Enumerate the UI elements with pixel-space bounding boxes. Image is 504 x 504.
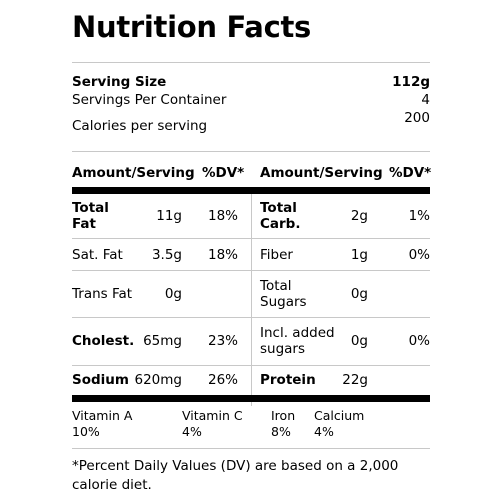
divider — [72, 62, 430, 63]
nutrient-amount-left: 0g — [164, 286, 182, 302]
nutrient-name-right: Incl. added sugars — [260, 325, 335, 357]
mineral-name: Calcium — [314, 408, 365, 423]
nutrient-dv-left: 18% — [207, 247, 238, 263]
header-amount-right: Amount/Serving — [260, 165, 383, 181]
nutrient-dv-right: 0% — [408, 247, 430, 263]
vitamin-name: Vitamin A — [72, 408, 133, 423]
mineral-value: 8% — [271, 424, 291, 439]
servings-per-container-label: Servings Per Container — [72, 92, 227, 108]
nutrient-name-right: Protein — [260, 372, 316, 388]
nutrient-name-left: Cholest. — [72, 333, 135, 349]
nutrient-amount-right: 0g — [350, 286, 368, 302]
nutrient-amount-left: 11g — [156, 208, 182, 224]
divider — [72, 270, 430, 271]
nutrient-amount-left: 620mg — [134, 372, 183, 388]
header-dv-right: %DV* — [389, 165, 432, 181]
vitamin-value: 4% — [182, 424, 202, 439]
nutrient-name-right: Total Carb. — [260, 200, 301, 232]
mineral-name: Iron — [271, 408, 296, 423]
column-divider — [251, 194, 252, 406]
nutrient-dv-left: 18% — [207, 208, 238, 224]
nutrient-amount-right: 1g — [350, 247, 368, 263]
servings-per-container-value: 4 — [421, 92, 430, 108]
serving-size-label: Serving Size — [72, 74, 167, 90]
vitamin-name: Vitamin C — [182, 408, 243, 423]
nutrient-amount-right: 2g — [350, 208, 368, 224]
calories-value: 200 — [404, 110, 430, 126]
nutrient-amount-right: 22g — [342, 372, 368, 388]
thick-divider — [72, 187, 430, 194]
header-amount-left: Amount/Serving — [72, 165, 195, 181]
nutrient-dv-left: 23% — [207, 333, 238, 349]
nutrient-dv-right: 0% — [408, 333, 430, 349]
divider — [72, 365, 430, 366]
daily-value-footnote: *Percent Daily Values (DV) are based on … — [72, 458, 399, 493]
nutrient-name-right: Total Sugars — [260, 278, 307, 310]
divider — [72, 317, 430, 318]
label-title: Nutrition Facts — [72, 10, 311, 44]
nutrient-amount-right: 0g — [350, 333, 368, 349]
divider — [72, 151, 430, 152]
nutrient-name-right: Fiber — [260, 247, 293, 263]
nutrient-dv-left: 26% — [207, 372, 238, 388]
calories-label: Calories per serving — [72, 118, 208, 134]
header-dv-left: %DV* — [202, 165, 245, 181]
vitamin-value: 10% — [72, 424, 100, 439]
nutrient-name-left: Trans Fat — [72, 286, 133, 302]
divider — [72, 448, 430, 449]
nutrient-dv-right: 1% — [408, 208, 430, 224]
divider — [72, 238, 430, 239]
mineral-value: 4% — [314, 424, 334, 439]
nutrient-name-left: Sat. Fat — [72, 247, 123, 263]
nutrient-amount-left: 65mg — [143, 333, 182, 349]
serving-size-value: 112g — [392, 74, 430, 90]
thick-divider — [72, 395, 430, 402]
nutrient-name-left: Sodium — [72, 372, 129, 388]
nutrient-name-left: Total Fat — [72, 200, 109, 232]
nutrient-amount-left: 3.5g — [151, 247, 182, 263]
